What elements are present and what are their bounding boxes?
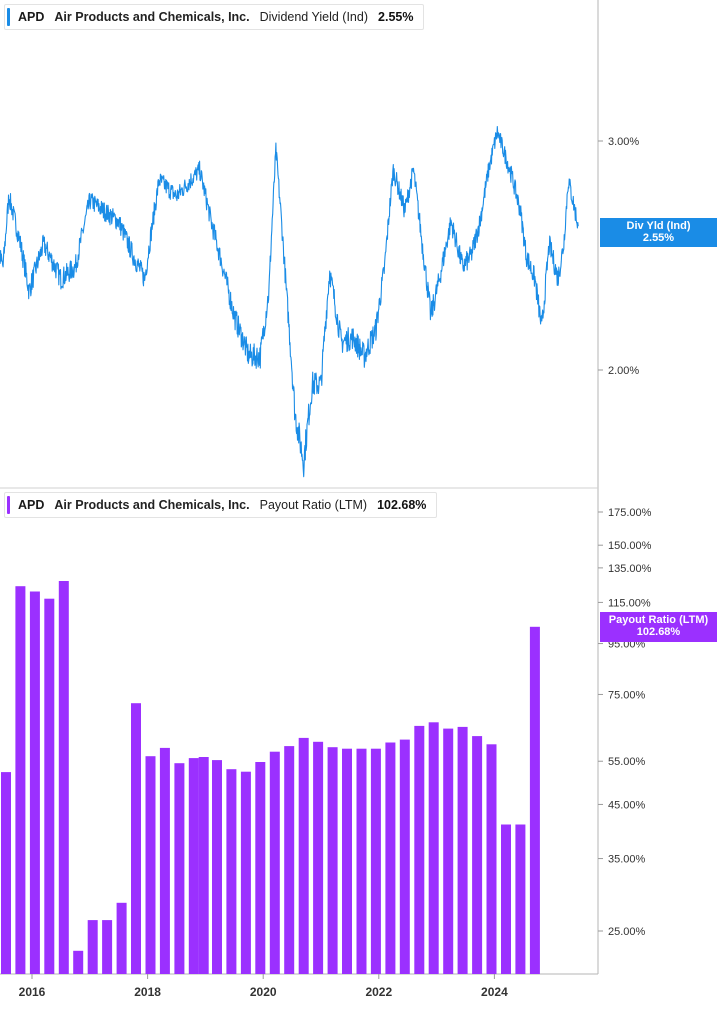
x-tick-label: 2024 — [481, 985, 508, 999]
payout-bar — [198, 757, 209, 974]
top-legend: APD Air Products and Chemicals, Inc. Div… — [4, 4, 425, 30]
top-legend-value: 2.55% — [378, 10, 414, 24]
payout-bar — [188, 758, 199, 974]
y-tick-label: 115.00% — [608, 597, 651, 609]
payout-bar — [298, 737, 309, 974]
payout-bar — [159, 747, 170, 974]
bottom-legend-value: 102.68% — [377, 498, 427, 512]
payout-bar — [313, 741, 324, 974]
x-tick-label: 2016 — [19, 985, 46, 999]
bottom-legend-company: Air Products and Chemicals, Inc. — [54, 498, 250, 512]
payout-bar — [58, 581, 69, 974]
payout-bar — [472, 736, 483, 974]
div-yield-tag: Div Yld (Ind) 2.55% — [600, 218, 717, 247]
payout-ratio-tag: Payout Ratio (LTM) 102.68% — [600, 612, 717, 642]
payout-bar — [515, 824, 526, 974]
payout-bar — [87, 920, 98, 974]
payout-bar — [116, 902, 127, 974]
div-yield-tag-value: 2.55% — [642, 232, 675, 244]
payout-bar — [29, 591, 40, 974]
payout-bar — [174, 763, 185, 974]
payout-bar — [327, 747, 338, 974]
payout-bar — [284, 746, 295, 974]
payout-bar — [529, 626, 540, 974]
dividend-yield-line — [0, 125, 579, 478]
y-tick-label: 55.00% — [608, 756, 646, 768]
payout-bar — [226, 769, 237, 974]
y-tick-label: 3.00% — [608, 136, 639, 148]
y-tick-label: 25.00% — [608, 926, 646, 938]
payout-bar — [385, 742, 396, 974]
payout-ratio-tag-value: 102.68% — [636, 626, 681, 638]
y-tick-label: 75.00% — [608, 689, 646, 701]
payout-bar — [457, 726, 468, 974]
payout-bar — [131, 703, 141, 974]
x-tick-label: 2018 — [134, 985, 161, 999]
top-legend-metric: Dividend Yield (Ind) — [259, 10, 369, 24]
payout-bar — [269, 751, 280, 974]
payout-bar — [342, 748, 352, 974]
payout-bar — [414, 725, 425, 974]
bottom-legend: APD Air Products and Chemicals, Inc. Pay… — [4, 492, 438, 518]
payout-bar — [102, 920, 113, 974]
payout-bar — [443, 728, 454, 974]
top-legend-ticker: APD — [18, 10, 45, 24]
payout-bar — [370, 748, 381, 974]
payout-bar — [212, 760, 222, 974]
payout-bar — [240, 771, 251, 974]
payout-bar — [356, 748, 367, 974]
payout-bar — [399, 739, 410, 974]
y-tick-label: 175.00% — [608, 507, 652, 519]
payout-bar — [501, 824, 511, 974]
payout-bar — [145, 756, 156, 974]
x-tick-label: 2020 — [250, 985, 277, 999]
bottom-legend-swatch — [7, 496, 10, 514]
payout-bar — [1, 772, 11, 974]
payout-bar — [73, 950, 84, 974]
y-tick-label: 2.00% — [608, 365, 639, 377]
y-tick-label: 45.00% — [608, 799, 646, 811]
y-tick-label: 150.00% — [608, 540, 652, 552]
payout-bar — [486, 744, 497, 974]
y-tick-label: 135.00% — [608, 563, 652, 575]
top-legend-company: Air Products and Chemicals, Inc. — [54, 10, 250, 24]
payout-ratio-tag-label: Payout Ratio (LTM) — [608, 614, 709, 626]
payout-bar — [44, 598, 55, 974]
div-yield-tag-label: Div Yld (Ind) — [626, 220, 691, 232]
bottom-legend-metric: Payout Ratio (LTM) — [259, 498, 368, 512]
x-tick-label: 2022 — [365, 985, 392, 999]
payout-bar — [428, 722, 439, 974]
payout-bar — [15, 586, 26, 974]
payout-bar — [255, 762, 266, 974]
y-tick-label: 35.00% — [608, 854, 646, 866]
bottom-legend-ticker: APD — [18, 498, 45, 512]
top-legend-swatch — [7, 8, 10, 26]
